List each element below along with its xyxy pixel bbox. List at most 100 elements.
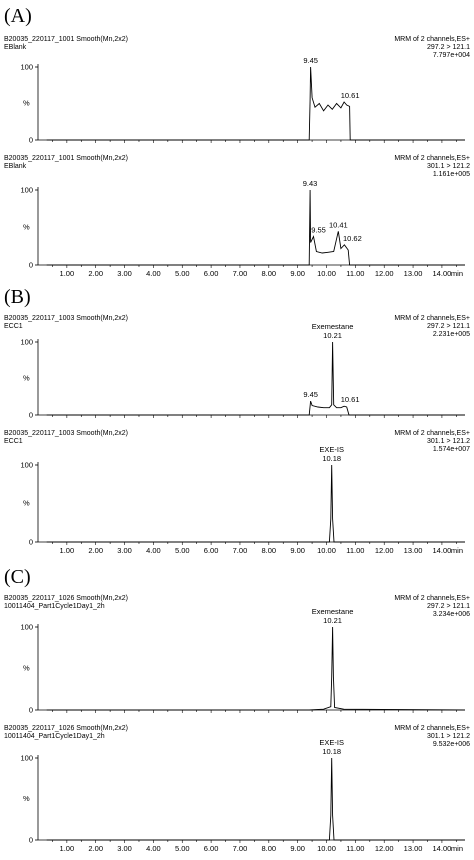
y-axis-label: % — [23, 374, 30, 383]
x-tick-label: 12.00 — [375, 546, 394, 555]
x-tick-label: 9.00 — [290, 546, 305, 555]
x-tick-label: 14.00 — [433, 844, 452, 853]
peak-name-label: Exemestane — [312, 607, 354, 616]
chromatogram-trace — [46, 626, 466, 711]
x-tick-label: 6.00 — [204, 546, 219, 555]
panel-label: (B) — [4, 286, 31, 308]
chromatogram-trace — [46, 757, 465, 841]
channel-info-line: 301.1 > 121.2 — [427, 438, 470, 445]
y-axis-label: % — [23, 664, 30, 673]
peak-rt-label: 9.45 — [303, 390, 318, 399]
panel-label: (C) — [4, 566, 31, 588]
sample-info-line: ECC1 — [4, 438, 23, 445]
sample-info-line: B20035_220117_1003 Smooth(Mn,2x2) — [4, 315, 128, 322]
x-tick-label: 3.00 — [117, 269, 132, 278]
peak-name-label: Exemestane — [312, 322, 354, 331]
channel-info-line: MRM of 2 channels,ES+ — [394, 36, 470, 43]
channel-info-line: MRM of 2 channels,ES+ — [394, 430, 470, 437]
x-tick-label: 10.00 — [317, 269, 336, 278]
peak-rt-label: 9.43 — [303, 179, 318, 188]
y-tick-label: 0 — [29, 411, 33, 420]
x-tick-label: 8.00 — [262, 546, 277, 555]
x-tick-label: 8.00 — [262, 844, 277, 853]
peak-rt-label: 10.18 — [322, 747, 341, 756]
x-tick-label: 13.00 — [404, 546, 423, 555]
channel-info-line: 7.797e+004 — [433, 52, 470, 59]
y-tick-label: 100 — [20, 186, 33, 195]
y-tick-label: 100 — [20, 754, 33, 763]
y-tick-label: 0 — [29, 261, 33, 270]
sample-info-line: B20035_220117_1001 Smooth(Mn,2x2) — [4, 155, 128, 162]
x-axis-label: min — [451, 844, 463, 853]
peak-rt-label: 10.41 — [329, 220, 348, 229]
channel-info-line: 1.574e+007 — [433, 446, 470, 453]
x-tick-label: 9.00 — [290, 269, 305, 278]
x-tick-label: 10.00 — [317, 546, 336, 555]
channel-info-line: 301.1 > 121.2 — [427, 163, 470, 170]
x-tick-label: 3.00 — [117, 546, 132, 555]
x-tick-label: 2.00 — [88, 269, 103, 278]
x-tick-label: 12.00 — [375, 844, 394, 853]
y-tick-label: 100 — [20, 338, 33, 347]
x-tick-label: 1.00 — [60, 269, 75, 278]
y-axis-label: % — [23, 794, 30, 803]
channel-info-line: 9.532e+006 — [433, 741, 470, 748]
sample-info-line: B20035_220117_1026 Smooth(Mn,2x2) — [4, 595, 128, 602]
sample-info-line: 10011404_Part1Cycle1Day1_2h — [4, 733, 105, 740]
channel-info-line: 297.2 > 121.1 — [427, 603, 470, 610]
channel-info-line: 297.2 > 121.1 — [427, 323, 470, 330]
sample-info-line: 10011404_Part1Cycle1Day1_2h — [4, 603, 105, 610]
x-tick-label: 9.00 — [290, 844, 305, 853]
chromatogram-trace — [46, 341, 465, 416]
x-tick-label: 10.00 — [317, 844, 336, 853]
y-tick-label: 0 — [29, 836, 33, 845]
x-tick-label: 12.00 — [375, 269, 394, 278]
x-axis-label: min — [451, 269, 463, 278]
y-tick-label: 0 — [29, 136, 33, 145]
peak-rt-label: 10.21 — [323, 331, 342, 340]
x-tick-label: 11.00 — [346, 269, 364, 278]
sample-info-line: B20035_220117_1001 Smooth(Mn,2x2) — [4, 36, 128, 43]
sample-info-line: B20035_220117_1003 Smooth(Mn,2x2) — [4, 430, 128, 437]
x-tick-label: 7.00 — [233, 269, 248, 278]
x-tick-label: 3.00 — [117, 844, 132, 853]
x-tick-label: 5.00 — [175, 844, 190, 853]
peak-rt-label: 10.18 — [322, 454, 341, 463]
x-tick-label: 6.00 — [204, 269, 219, 278]
x-tick-label: 4.00 — [146, 546, 161, 555]
y-tick-label: 100 — [20, 461, 33, 470]
y-axis-label: % — [23, 223, 30, 232]
sample-info-line: ECC1 — [4, 323, 23, 330]
x-tick-label: 4.00 — [146, 269, 161, 278]
channel-info-line: 2.231e+005 — [433, 331, 470, 338]
x-tick-label: 11.00 — [346, 546, 364, 555]
x-tick-label: 2.00 — [88, 844, 103, 853]
channel-info-line: 1.161e+005 — [433, 171, 470, 178]
peak-rt-label: 9.55 — [311, 226, 326, 235]
channel-info-line: 301.1 > 121.2 — [427, 733, 470, 740]
x-tick-label: 1.00 — [60, 546, 75, 555]
channel-info-line: 3.234e+006 — [433, 611, 470, 618]
y-tick-label: 100 — [20, 623, 33, 632]
peak-rt-label: 10.61 — [341, 91, 360, 100]
x-tick-label: 14.00 — [433, 269, 452, 278]
chromatogram-trace — [46, 464, 465, 543]
x-tick-label: 8.00 — [262, 269, 277, 278]
x-tick-label: 7.00 — [233, 546, 248, 555]
x-tick-label: 7.00 — [233, 844, 248, 853]
y-tick-label: 100 — [20, 63, 33, 72]
x-tick-label: 13.00 — [404, 269, 423, 278]
panel-label: (A) — [4, 5, 32, 27]
channel-info-line: MRM of 2 channels,ES+ — [394, 315, 470, 322]
peak-rt-label: 9.45 — [303, 56, 318, 65]
x-axis-label: min — [451, 546, 463, 555]
peak-name-label: EXE-IS — [319, 738, 344, 747]
peak-rt-label: 10.61 — [341, 395, 360, 404]
channel-info-line: MRM of 2 channels,ES+ — [394, 595, 470, 602]
channel-info-line: MRM of 2 channels,ES+ — [394, 725, 470, 732]
peak-name-label: EXE-IS — [319, 445, 344, 454]
x-tick-label: 13.00 — [404, 844, 423, 853]
y-tick-label: 0 — [29, 538, 33, 547]
y-axis-label: % — [23, 499, 30, 508]
